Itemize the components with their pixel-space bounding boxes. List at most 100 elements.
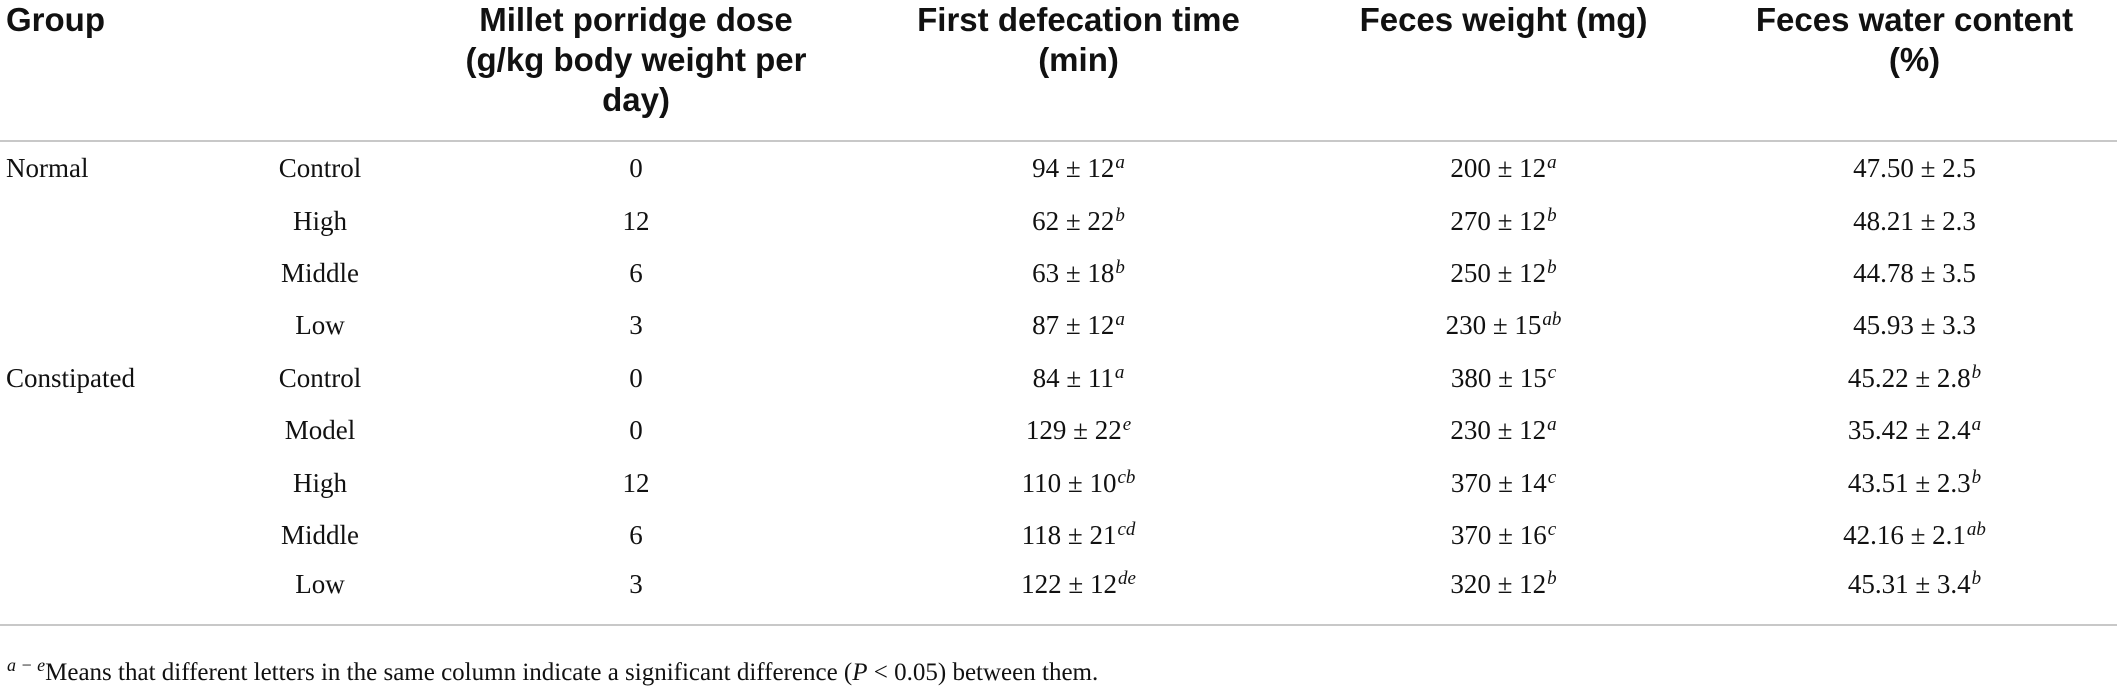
cell-feces-weight: 370 ± 16c <box>1295 509 1712 561</box>
cell-defecation-time: 110 ± 10cb <box>862 456 1295 508</box>
table-row: Low 3 122 ± 12de 320 ± 12b 45.31 ± 3.4b <box>0 561 2117 627</box>
header-dose-line-3: day) <box>602 81 670 118</box>
cell-defecation-time-significance-letter: cb <box>1117 466 1136 488</box>
cell-feces-weight: 230 ± 15ab <box>1295 299 1712 351</box>
header-group-label: Group <box>6 1 105 38</box>
cell-defecation-time: 94 ± 12a <box>862 141 1295 194</box>
cell-defecation-time-significance-letter: b <box>1115 256 1125 278</box>
cell-group <box>0 247 230 299</box>
results-table-container: Group Millet porridge dose (g/kg body we… <box>0 0 2117 627</box>
results-table: Group Millet porridge dose (g/kg body we… <box>0 0 2117 627</box>
cell-defecation-time-value: 94 ± 12 <box>1032 153 1115 184</box>
cell-subgroup: Middle <box>230 509 410 561</box>
header-group: Group <box>0 0 411 142</box>
cell-water-content: 44.78 ± 3.5 <box>1712 247 2117 299</box>
cell-feces-weight: 270 ± 12b <box>1295 194 1712 246</box>
cell-dose: 12 <box>410 194 862 246</box>
cell-water-content: 47.50 ± 2.5 <box>1712 141 2117 194</box>
cell-dose: 0 <box>410 352 862 404</box>
cell-feces-weight-value: 370 ± 14 <box>1450 467 1547 498</box>
table-row: Constipated Control 0 84 ± 11a 380 ± 15c 45.2… <box>0 352 2117 404</box>
footnote-superscript: a − e <box>7 655 46 675</box>
cell-dose: 0 <box>410 141 862 194</box>
header-dose-line-1: Millet porridge dose <box>479 1 793 38</box>
cell-feces-weight: 230 ± 12a <box>1295 404 1712 456</box>
footnote-text-before: Means that different letters in the same… <box>45 659 853 686</box>
cell-defecation-time: 63 ± 18b <box>862 247 1295 299</box>
cell-feces-weight-value: 230 ± 12 <box>1450 415 1547 446</box>
cell-defecation-time-value: 63 ± 18 <box>1032 257 1115 288</box>
cell-dose-value: 6 <box>629 257 643 288</box>
table-row: High 12 62 ± 22b 270 ± 12b 48.21 ± 2.3 <box>0 194 2117 246</box>
cell-subgroup: Model <box>230 404 410 456</box>
cell-dose: 12 <box>410 456 862 508</box>
cell-water-content-significance-letter: ab <box>1966 518 1986 540</box>
header-water-line-2: (%) <box>1888 41 1941 78</box>
cell-water-content-value: 42.16 ± 2.1 <box>1843 519 1966 550</box>
cell-group: Constipated <box>0 352 230 404</box>
table-row: Normal Control 0 94 ± 12a 200 ± 12a 47.50 ± 2… <box>0 141 2117 194</box>
cell-defecation-time: 122 ± 12de <box>862 561 1296 627</box>
header-weight: Feces weight (mg) <box>1295 0 1713 142</box>
cell-subgroup: Middle <box>230 247 410 299</box>
cell-dose-value: 6 <box>629 519 643 550</box>
cell-subgroup-value: Low <box>295 569 345 600</box>
cell-subgroup: Low <box>230 299 410 351</box>
table-row: High 12 110 ± 10cb 370 ± 14c 43.51 ± 2.3b <box>0 456 2117 508</box>
cell-dose-value: 0 <box>629 153 643 184</box>
cell-defecation-time-value: 110 ± 10 <box>1021 467 1117 498</box>
header-water: Feces water content (%) <box>1712 0 2117 142</box>
cell-group <box>0 299 230 351</box>
cell-subgroup-value: Control <box>278 153 362 184</box>
header-dose: Millet porridge dose (g/kg body weight p… <box>410 0 863 142</box>
table-row: Model 0 129 ± 22e 230 ± 12a 35.42 ± 2.4a <box>0 404 2117 456</box>
table-footnote: a − eMeans that different letters in the… <box>6 655 1098 689</box>
cell-water-content-value: 45.31 ± 3.4 <box>1847 569 1971 600</box>
cell-dose: 6 <box>410 509 862 561</box>
cell-dose-value: 12 <box>622 467 650 498</box>
cell-feces-weight: 380 ± 15c <box>1295 352 1712 404</box>
cell-dose: 0 <box>410 404 862 456</box>
cell-feces-weight-value: 270 ± 12 <box>1450 205 1547 236</box>
cell-group: Normal <box>0 141 230 194</box>
cell-defecation-time-significance-letter: a <box>1115 152 1125 174</box>
cell-defecation-time-value: 129 ± 22 <box>1025 415 1122 446</box>
cell-group-value: Constipated <box>6 362 135 393</box>
cell-dose: 3 <box>410 561 863 627</box>
table-header: Group Millet porridge dose (g/kg body we… <box>0 0 2117 142</box>
cell-group-value: Normal <box>6 153 89 184</box>
cell-group <box>0 194 230 246</box>
cell-water-content-significance-letter: b <box>1971 361 1982 383</box>
cell-feces-weight-significance-letter: a <box>1547 152 1557 174</box>
cell-feces-weight-significance-letter: c <box>1547 466 1557 488</box>
header-water-line-1: Feces water content <box>1755 1 2074 38</box>
cell-water-content: 48.21 ± 2.3 <box>1712 194 2117 246</box>
header-defecation: First defecation time (min) <box>862 0 1296 142</box>
cell-defecation-time-value: 84 ± 11 <box>1032 362 1114 393</box>
cell-water-content: 43.51 ± 2.3b <box>1712 456 2117 508</box>
table-body: Normal Control 0 94 ± 12a 200 ± 12a 47.50 ± 2… <box>0 141 2117 627</box>
footnote-p-variable: P <box>852 659 868 686</box>
cell-subgroup: Control <box>230 352 410 404</box>
table-row: Middle 6 118 ± 21cd 370 ± 16c 42.16 ± 2.1ab <box>0 509 2117 561</box>
cell-defecation-time: 84 ± 11a <box>862 352 1295 404</box>
cell-group <box>0 561 230 627</box>
cell-subgroup-value: Model <box>284 415 356 446</box>
cell-feces-weight: 370 ± 14c <box>1295 456 1712 508</box>
cell-water-content-value: 47.50 ± 2.5 <box>1853 153 1976 184</box>
header-dose-line-2: (g/kg body weight per <box>465 41 807 78</box>
cell-water-content-value: 45.93 ± 3.3 <box>1853 310 1976 341</box>
cell-water-content-significance-letter: b <box>1971 568 1982 590</box>
cell-water-content-value: 45.22 ± 2.8 <box>1847 362 1971 393</box>
cell-feces-weight-significance-letter: a <box>1547 414 1557 436</box>
cell-water-content-significance-letter: a <box>1971 414 1982 436</box>
cell-dose-value: 0 <box>629 415 643 446</box>
cell-defecation-time-significance-letter: a <box>1115 309 1125 331</box>
cell-defecation-time-significance-letter: b <box>1115 204 1125 226</box>
cell-subgroup-value: Low <box>295 310 345 341</box>
cell-feces-weight-value: 320 ± 12 <box>1450 569 1547 600</box>
cell-subgroup: High <box>230 456 410 508</box>
cell-water-content: 45.22 ± 2.8b <box>1712 352 2117 404</box>
cell-subgroup-value: High <box>293 205 347 236</box>
cell-water-content-value: 35.42 ± 2.4 <box>1847 415 1971 446</box>
